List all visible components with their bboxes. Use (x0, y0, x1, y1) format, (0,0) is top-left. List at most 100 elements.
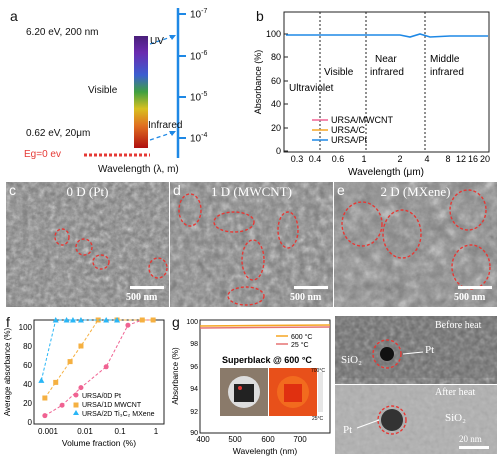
b-xtick-1: 1 (361, 154, 366, 164)
e-circle-1 (341, 201, 383, 247)
panel-b-chart: 100 80 60 40 20 0 Absorbance (%) 0.3 0.4… (253, 11, 490, 178)
panel-e-scale: 500 nm (454, 292, 486, 303)
panel-e-scalebar (458, 286, 492, 289)
h-before-label: Before heat (435, 320, 482, 331)
panel-d-scalebar (294, 286, 328, 289)
g-xtick-labels: 400 500 600 700 (196, 435, 307, 444)
g-ytick-94: 94 (190, 386, 198, 393)
f-ytick-60: 60 (23, 361, 32, 370)
g-colorbar-bottom: 25°C (312, 416, 324, 422)
f-point-0-1 (59, 402, 65, 408)
h-sio2-after: SiO₂ (445, 412, 466, 424)
g-xtick-600: 600 (261, 435, 275, 444)
uv-arrow (149, 35, 175, 45)
b-ytick-labels: 100 80 60 40 20 0 (266, 29, 281, 156)
g-ytick-98: 98 (190, 341, 198, 348)
b-legend-c: URSA/C (331, 125, 366, 135)
panel-h-tem (335, 316, 497, 454)
f-point-2-3 (69, 317, 76, 323)
g-ytick-96: 96 (190, 364, 198, 371)
panel-c: c 0 D (Pt) 500 nm (6, 182, 169, 307)
panel-b: b 100 80 60 40 20 0 Absorbance (%) 0.3 0… (250, 0, 500, 180)
e-circle-2 (382, 209, 422, 259)
f-ytick-40: 40 (23, 380, 32, 389)
f-point-2-0 (38, 377, 45, 383)
f-xtick-0.1: 0.1 (114, 427, 126, 436)
b-ylabel: Absorbance (%) (253, 50, 263, 115)
h-sio2-before: SiO₂ (341, 354, 362, 366)
h-particle-before (380, 347, 394, 361)
b-region-mir-1: Middle (430, 54, 460, 65)
g-series-600 (199, 324, 331, 327)
d-circle-2 (213, 211, 255, 233)
g-series-25 (199, 326, 331, 329)
b-region-visible: Visible (324, 67, 354, 78)
e-circle-4 (451, 244, 491, 290)
bottom-energy-label: 0.62 eV, 20μm (26, 128, 91, 139)
f-xtick-0.001: 0.001 (38, 427, 59, 436)
f-ytick-labels: 100 80 60 40 20 0 (19, 323, 33, 427)
f-point-1-7 (150, 317, 156, 323)
f-ytick-100: 100 (19, 323, 33, 332)
h-particle-after (381, 409, 403, 431)
f-line-1 (44, 319, 154, 399)
d-circle-5 (227, 286, 265, 306)
b-xtick-16: 16 (468, 154, 478, 164)
h-pt-before: Pt (425, 344, 435, 356)
b-yticks (284, 33, 288, 152)
panel-d-title: 1 D (MWCNT) (211, 184, 292, 199)
top-energy-label: 6.20 eV, 200 nm (26, 27, 99, 38)
b-xtick-0.4: 0.4 (309, 154, 322, 164)
b-ytick-100: 100 (266, 29, 281, 39)
panel-c-scale: 500 nm (126, 292, 158, 303)
d-circle-1 (178, 193, 202, 227)
panel-c-title: 0 D (Pt) (66, 184, 109, 199)
b-ytick-0: 0 (276, 146, 281, 156)
b-region-uv: Ultraviolet (289, 83, 334, 94)
b-ytick-20: 20 (271, 123, 281, 133)
b-xtick-12: 12 (456, 154, 466, 164)
panel-f-label: f (6, 314, 10, 330)
b-legend-mwcnt: URSA/MWCNT (331, 115, 393, 125)
f-point-1-3 (78, 343, 84, 349)
h-scale: 20 nm (459, 434, 482, 444)
f-point-1-1 (53, 379, 59, 385)
panel-b-label: b (256, 8, 264, 24)
b-ytick-60: 60 (271, 76, 281, 86)
f-point-0-3 (103, 364, 109, 370)
g-xtick-700: 700 (293, 435, 307, 444)
panel-a: a 6.20 eV, 200 nm UV Visible Infrared 0.… (0, 0, 250, 180)
f-point-2-2 (63, 317, 70, 323)
f-legend-mxene: URSA/2D Ti₃C₂ MXene (82, 411, 155, 418)
f-point-2-5 (103, 317, 110, 323)
b-xtick-4: 4 (424, 154, 429, 164)
b-legend-pt: URSA/Pt (331, 135, 368, 145)
c-circle-1 (54, 228, 70, 246)
panel-d: d 1 D (MWCNT) 500 nm (170, 182, 333, 307)
panel-g-label: g (172, 314, 180, 330)
b-xtick-8: 8 (445, 154, 450, 164)
f-legend: URSA/0D Pt URSA/1D MWCNT URSA/2D Ti₃C₂ M… (73, 392, 155, 418)
g-xtick-400: 400 (196, 435, 210, 444)
f-point-1-6 (139, 317, 145, 323)
f-ytick-20: 20 (23, 399, 32, 408)
panel-e-title: 2 D (MXene) (380, 184, 451, 199)
b-ticks-x: 0.3 0.4 0.6 1 2 4 8 12 16 20 (291, 154, 490, 164)
f-xtick-0.01: 0.01 (77, 427, 93, 436)
panel-a-spectrum (84, 8, 186, 158)
f-point-1-4 (95, 317, 101, 323)
f-point-2-1 (52, 317, 59, 323)
b-series-base (286, 33, 488, 38)
g-ytick-100: 100 (186, 319, 198, 326)
spectrum-bar (134, 36, 148, 148)
eg-label: Eg=0 ev (24, 149, 61, 160)
f-point-0-4 (125, 322, 131, 328)
f-point-1-2 (67, 359, 73, 365)
g-legend-600: 600 °C (291, 333, 312, 341)
c-circle-2 (75, 238, 93, 256)
infrared-label: Infrared (148, 120, 183, 131)
e-circle-3 (449, 189, 487, 231)
panel-g-chart: 100 98 96 94 92 90 Absorbance (%) 400 50… (171, 319, 331, 456)
visible-label: Visible (88, 85, 118, 96)
g-frame (199, 319, 331, 434)
